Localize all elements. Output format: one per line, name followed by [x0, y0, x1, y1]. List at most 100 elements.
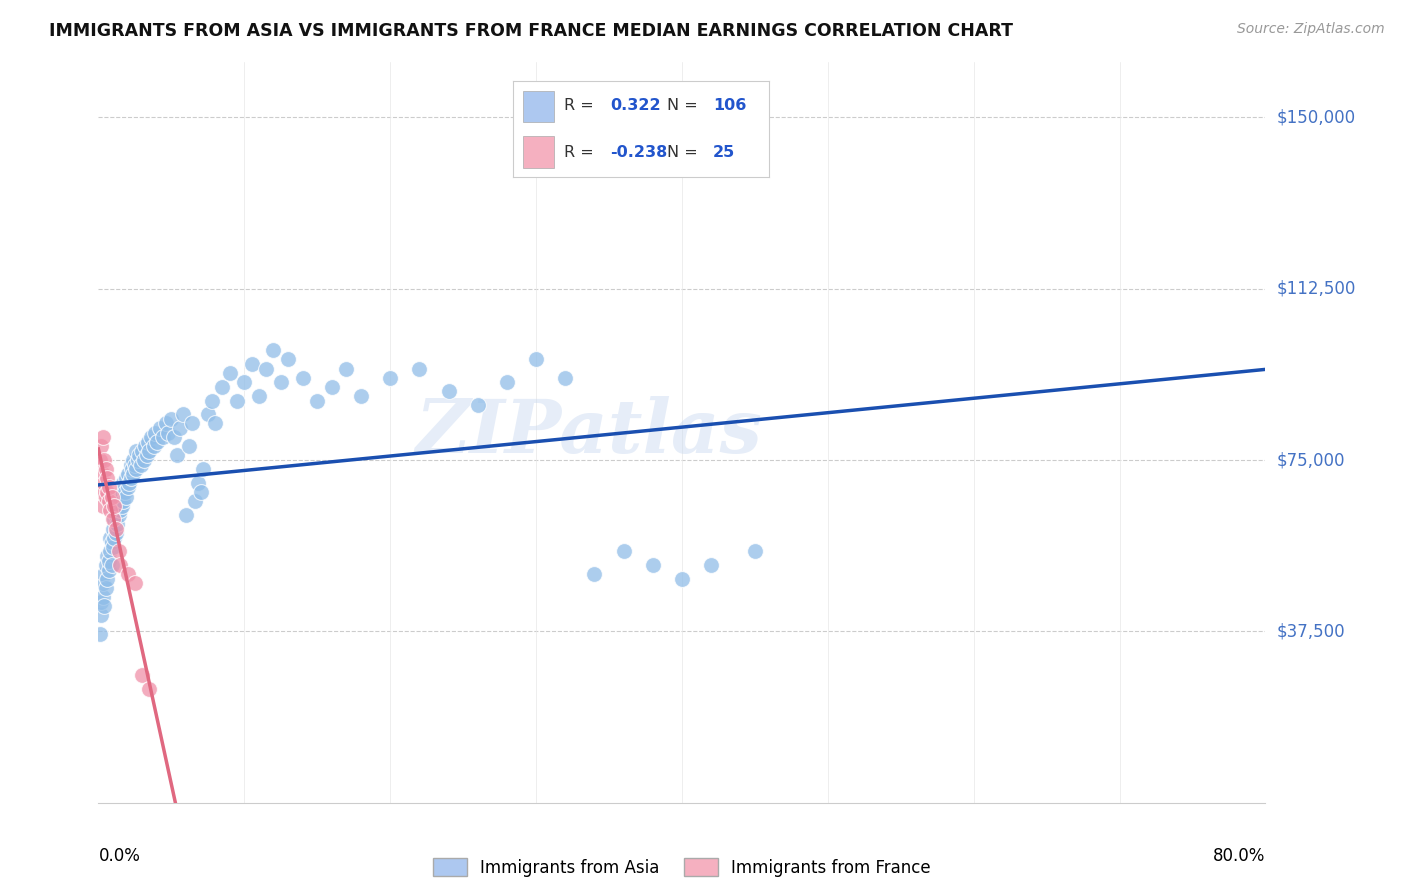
- Point: [139, 430, 162, 444]
- Point: [131, 668, 153, 682]
- Point: [90, 439, 112, 453]
- Point: [201, 393, 224, 408]
- Point: [91, 430, 114, 444]
- Point: [108, 544, 131, 558]
- Point: [132, 453, 155, 467]
- Point: [104, 526, 127, 541]
- Point: [138, 443, 160, 458]
- Point: [90, 485, 112, 500]
- Point: [307, 393, 329, 408]
- Point: [97, 494, 120, 508]
- Point: [97, 563, 120, 577]
- Point: [110, 558, 132, 573]
- Text: IMMIGRANTS FROM ASIA VS IMMIGRANTS FROM FRANCE MEDIAN EARNINGS CORRELATION CHART: IMMIGRANTS FROM ASIA VS IMMIGRANTS FROM …: [49, 22, 1014, 40]
- Text: Source: ZipAtlas.com: Source: ZipAtlas.com: [1237, 22, 1385, 37]
- Text: $75,000: $75,000: [1277, 451, 1346, 469]
- Point: [115, 490, 138, 504]
- Point: [247, 389, 270, 403]
- Point: [254, 361, 277, 376]
- Point: [120, 458, 142, 472]
- Point: [129, 458, 152, 472]
- Point: [131, 443, 153, 458]
- Point: [262, 343, 284, 358]
- Point: [122, 467, 145, 481]
- Point: [496, 376, 519, 390]
- Point: [180, 417, 202, 431]
- Point: [554, 371, 576, 385]
- Point: [94, 558, 117, 573]
- Point: [96, 549, 118, 563]
- Point: [100, 490, 122, 504]
- Point: [96, 485, 118, 500]
- Point: [93, 453, 115, 467]
- Text: ZIPatlas: ZIPatlas: [415, 396, 762, 469]
- Point: [211, 380, 233, 394]
- Point: [94, 581, 117, 595]
- Point: [291, 371, 314, 385]
- Point: [583, 567, 606, 582]
- Point: [96, 572, 118, 586]
- Point: [166, 449, 188, 463]
- Point: [437, 384, 460, 399]
- Point: [101, 540, 124, 554]
- Point: [121, 462, 143, 476]
- Point: [157, 425, 180, 440]
- Point: [98, 531, 121, 545]
- Point: [120, 471, 142, 485]
- Point: [197, 408, 219, 422]
- Point: [270, 376, 292, 390]
- Point: [96, 471, 118, 485]
- Point: [163, 430, 186, 444]
- Point: [187, 475, 209, 490]
- Point: [172, 408, 194, 422]
- Point: [104, 508, 127, 522]
- Point: [204, 417, 226, 431]
- Point: [100, 535, 122, 549]
- Text: 0.0%: 0.0%: [98, 847, 141, 865]
- Point: [193, 462, 215, 476]
- Point: [408, 361, 430, 376]
- Point: [117, 467, 139, 481]
- Point: [111, 499, 134, 513]
- Point: [110, 503, 132, 517]
- Point: [93, 599, 115, 614]
- Point: [321, 380, 343, 394]
- Point: [128, 449, 150, 463]
- Point: [103, 499, 125, 513]
- Point: [100, 558, 122, 573]
- Point: [136, 434, 159, 449]
- Point: [103, 512, 125, 526]
- Point: [177, 439, 200, 453]
- Point: [93, 475, 115, 490]
- Point: [115, 471, 138, 485]
- Point: [97, 480, 120, 494]
- Point: [97, 553, 120, 567]
- Point: [380, 371, 402, 385]
- Point: [169, 421, 191, 435]
- Legend: Immigrants from Asia, Immigrants from France: Immigrants from Asia, Immigrants from Fr…: [426, 852, 938, 883]
- Point: [152, 430, 174, 444]
- Point: [218, 366, 240, 380]
- Point: [467, 398, 489, 412]
- Point: [124, 576, 146, 591]
- Text: $37,500: $37,500: [1277, 623, 1346, 640]
- Point: [101, 522, 124, 536]
- Point: [94, 490, 117, 504]
- Point: [143, 425, 166, 440]
- Point: [335, 361, 357, 376]
- Point: [94, 462, 117, 476]
- Point: [111, 485, 134, 500]
- Point: [112, 494, 135, 508]
- Point: [155, 417, 177, 431]
- Point: [641, 558, 664, 573]
- Point: [89, 453, 111, 467]
- Point: [108, 508, 131, 522]
- Point: [118, 475, 141, 490]
- Point: [233, 376, 256, 390]
- Text: 80.0%: 80.0%: [1213, 847, 1265, 865]
- Point: [112, 475, 135, 490]
- Point: [350, 389, 373, 403]
- Point: [105, 516, 128, 531]
- Text: $112,500: $112,500: [1277, 280, 1355, 298]
- Point: [612, 544, 634, 558]
